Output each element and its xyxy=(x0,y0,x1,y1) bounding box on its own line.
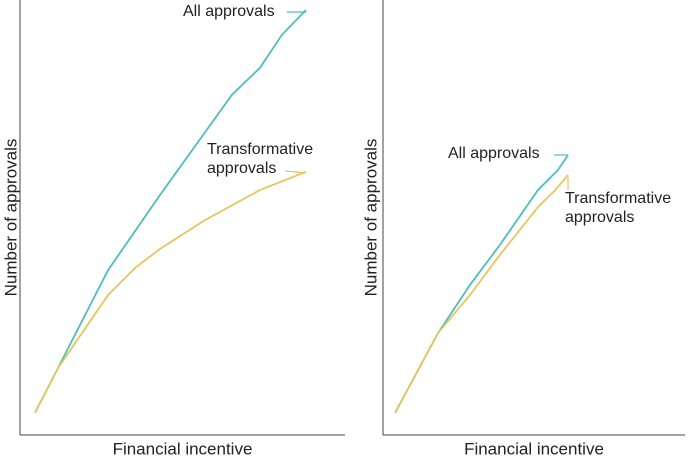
series-label: Transformative approvals xyxy=(207,141,314,177)
leader-line xyxy=(284,170,307,174)
series-label: All approvals xyxy=(183,3,275,20)
series-line xyxy=(394,154,569,414)
x-axis-label: Financial incentive xyxy=(113,439,253,458)
series-line xyxy=(394,174,569,414)
series-line xyxy=(34,9,307,414)
x-axis-label: Financial incentive xyxy=(464,439,604,458)
series-line xyxy=(34,170,307,414)
y-axis-label: Number of approvals xyxy=(361,139,380,297)
series-label: Transformative approvals xyxy=(565,190,672,226)
series-label: All approvals xyxy=(448,145,540,162)
y-axis-label: Number of approvals xyxy=(1,139,20,297)
